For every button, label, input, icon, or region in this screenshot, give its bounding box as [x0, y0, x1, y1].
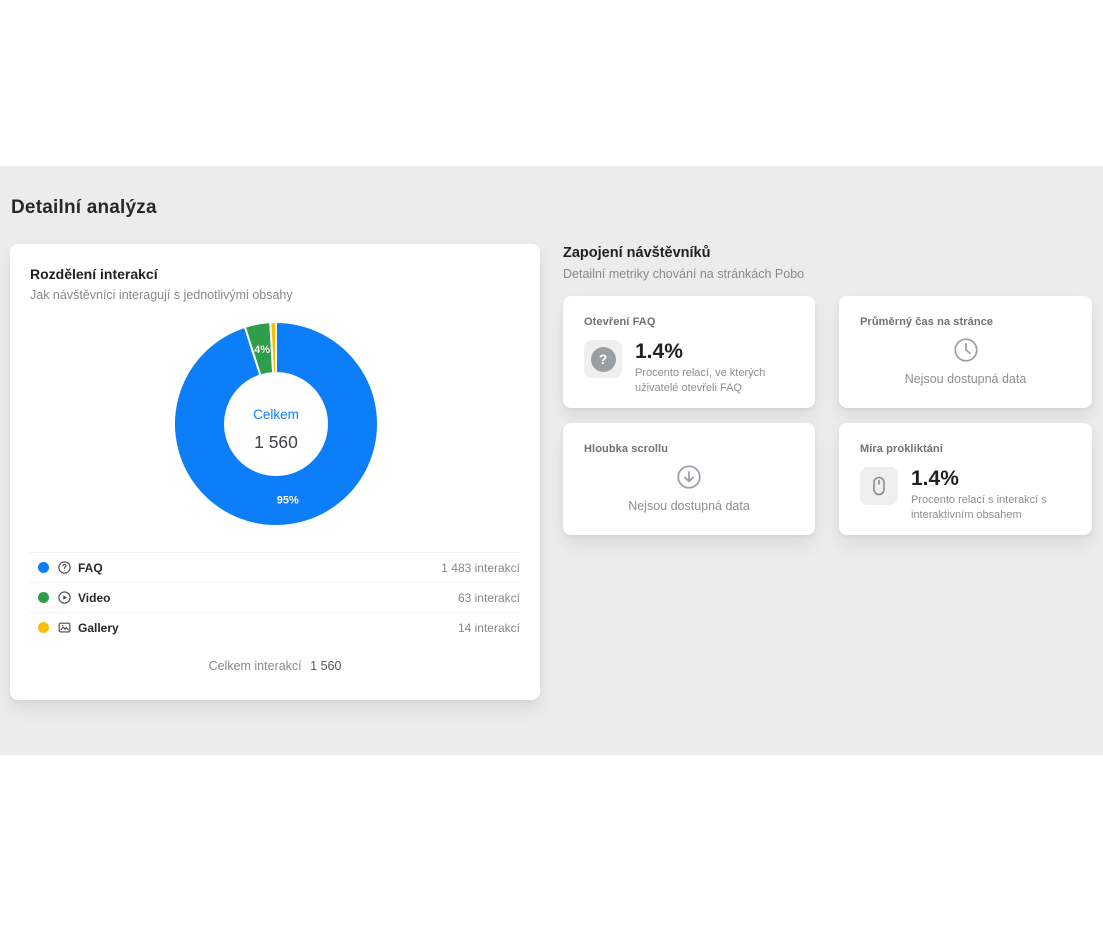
engagement-section: Zapojení návštěvníků Detailní metriky ch…	[563, 244, 1092, 535]
interactions-total-label: Celkem interakcí	[208, 659, 302, 673]
legend-label: Gallery	[78, 620, 119, 635]
interactions-total-value: 1 560	[310, 659, 342, 673]
svg-text:95%: 95%	[277, 495, 299, 507]
question-icon: ?	[584, 340, 622, 378]
interactions-distribution-card: Rozdělení interakcí Jak návštěvníci inte…	[10, 244, 540, 700]
no-data-text: Nejsou dostupná data	[628, 499, 750, 513]
detail-analysis-section: Detailní analýza Rozdělení interakcí Jak…	[0, 166, 1103, 755]
legend-value: 1 483 interakcí	[441, 560, 520, 575]
interactions-total: Celkem interakcí 1 560	[30, 658, 520, 674]
metric-card-scroll-depth: Hloubka scrollu Nejsou dostupná data	[563, 423, 815, 535]
metric-card-click-rate: Míra prokliktání 1.4% Procento relací s …	[839, 423, 1092, 535]
metric-title: Průměrný čas na stránce	[860, 316, 994, 328]
legend-row-video[interactable]: Video 63 interakcí	[30, 582, 520, 612]
mouse-icon	[860, 467, 898, 505]
legend-row-faq[interactable]: FAQ 1 483 interakcí	[30, 552, 520, 582]
svg-text:4%: 4%	[254, 344, 270, 356]
metric-title: Míra prokliktání	[860, 443, 943, 455]
engagement-title: Zapojení návštěvníků	[563, 245, 711, 261]
metric-cards-grid: Otevření FAQ ? 1.4% Procento relací, ve …	[563, 296, 1092, 535]
metric-value: 1.4%	[911, 467, 959, 490]
page-title: Detailní analýza	[11, 197, 157, 218]
donut-chart[interactable]: 95% 4% Celkem 1 560	[30, 320, 520, 532]
interactions-card-subtitle: Jak návštěvníci interagují s jednotlivým…	[30, 288, 293, 302]
legend-color-dot	[38, 622, 49, 633]
no-data-text: Nejsou dostupná data	[904, 372, 1027, 386]
engagement-subtitle: Detailní metriky chování na stránkách Po…	[563, 267, 805, 281]
legend-value: 63 interakcí	[457, 590, 520, 605]
interactions-card-title: Rozdělení interakcí	[30, 266, 158, 282]
play-circle-icon	[56, 590, 72, 606]
metric-title: Hloubka scrollu	[584, 443, 669, 455]
svg-text:1 560: 1 560	[254, 432, 298, 452]
metric-description: Procento relací, ve kterých uživatelé ot…	[635, 367, 766, 394]
metric-card-faq-opens: Otevření FAQ ? 1.4% Procento relací, ve …	[563, 296, 815, 408]
clock-icon	[860, 335, 1071, 365]
legend-row-gallery[interactable]: Gallery 14 interakcí	[30, 612, 520, 642]
metric-value: 1.4%	[635, 340, 683, 363]
question-circle-icon	[56, 560, 72, 576]
legend-color-dot	[38, 592, 49, 603]
legend-color-dot	[38, 562, 49, 573]
metric-title: Otevření FAQ	[584, 316, 656, 328]
gallery-icon	[56, 620, 72, 636]
metric-description: Procento relací s interakcí s interaktiv…	[911, 494, 1047, 521]
arrow-down-circle-icon	[584, 462, 794, 492]
svg-text:Celkem: Celkem	[253, 407, 299, 422]
legend-value: 14 interakcí	[457, 620, 520, 635]
chart-legend: FAQ 1 483 interakcí Video 63 interakcí	[30, 552, 520, 642]
legend-label: FAQ	[78, 560, 103, 575]
legend-label: Video	[78, 590, 111, 605]
metric-card-avg-time: Průměrný čas na stránce Nejsou dostupná …	[839, 296, 1092, 408]
